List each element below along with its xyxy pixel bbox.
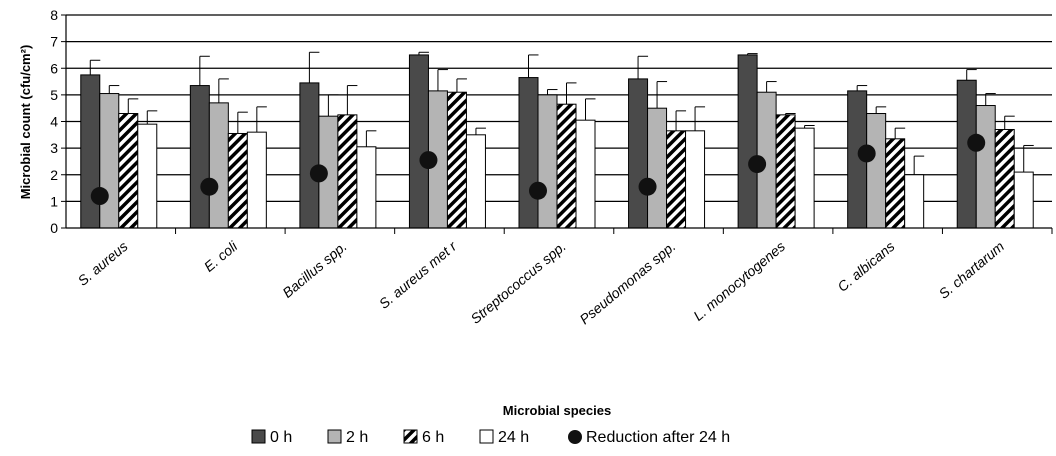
bars <box>80 51 1034 229</box>
bar-6-h-8 <box>885 138 906 229</box>
reduction-point-8 <box>857 144 876 163</box>
y-tick-label: 3 <box>50 140 58 156</box>
legend-swatch-6-h <box>403 429 418 444</box>
bar-0-h-3 <box>299 82 320 229</box>
legend-label: 0 h <box>270 429 292 446</box>
bar-24-h-9 <box>1013 171 1034 229</box>
legend-label: 6 h <box>422 429 444 446</box>
category-label: E. coli <box>201 237 241 274</box>
y-tick-label: 5 <box>50 87 58 103</box>
category-label: S. chartarum <box>935 238 1007 302</box>
bar-6-h-1 <box>118 113 139 229</box>
reduction-point-4 <box>419 151 438 170</box>
bar-6-h-7 <box>775 114 796 229</box>
bar-2-h-8 <box>866 113 887 229</box>
bar-24-h-8 <box>904 174 925 229</box>
y-tick-label: 1 <box>50 193 58 209</box>
category-label: Bacillus spp. <box>279 238 349 301</box>
bar-0-h-2 <box>189 85 210 229</box>
bar-0-h-7 <box>737 54 758 229</box>
bar-2-h-5 <box>537 94 558 229</box>
legend-label: 2 h <box>346 429 368 446</box>
legend-marker-reduction <box>568 430 582 444</box>
bar-6-h-2 <box>227 132 248 229</box>
legend-label: 24 h <box>498 429 529 446</box>
y-tick-label: 2 <box>50 167 58 183</box>
bar-6-h-6 <box>666 130 687 229</box>
reduction-point-2 <box>200 177 219 196</box>
bar-0-h-6 <box>628 78 649 229</box>
category-label: C. albicans <box>834 238 897 295</box>
bar-0-h-1 <box>80 74 101 229</box>
bar-6-h-9 <box>994 128 1015 229</box>
reduction-point-1 <box>90 187 109 206</box>
bar-6-h-3 <box>337 114 358 229</box>
bar-6-h-5 <box>556 103 577 229</box>
category-label: S. aureus <box>75 238 131 289</box>
bar-0-h-4 <box>408 54 429 229</box>
bar-6-h-4 <box>446 91 467 229</box>
category-label: Pseudomonas spp. <box>576 238 678 327</box>
x-axis-label: Microbial species <box>503 403 611 418</box>
bar-0-h-9 <box>956 79 977 229</box>
bar-2-h-6 <box>647 107 668 229</box>
reduction-point-9 <box>967 133 986 152</box>
reduction-point-6 <box>638 177 657 196</box>
category-label: Streptococcus spp. <box>467 238 568 327</box>
y-tick-label: 7 <box>50 34 58 50</box>
bar-24-h-6 <box>685 130 706 229</box>
legend-swatch-24-h <box>479 429 494 444</box>
bar-24-h-4 <box>465 134 486 229</box>
y-tick-label: 8 <box>50 7 58 23</box>
legend-label: Reduction after 24 h <box>586 429 730 446</box>
y-tick-label: 4 <box>50 114 58 130</box>
bar-24-h-7 <box>794 127 815 229</box>
category-label: L. monocytogenes <box>690 238 788 324</box>
bar-24-h-2 <box>246 131 267 229</box>
bar-24-h-3 <box>356 146 377 229</box>
y-axis-label: Microbial count (cfu/cm²) <box>18 45 33 200</box>
legend-swatch-0-h <box>251 429 266 444</box>
bar-24-h-5 <box>575 119 596 229</box>
reduction-point-5 <box>529 181 547 200</box>
bar-2-h-2 <box>208 102 229 229</box>
bar-2-h-9 <box>975 105 996 229</box>
bar-2-h-1 <box>99 93 120 229</box>
y-tick-label: 6 <box>50 60 58 76</box>
bar-0-h-5 <box>518 77 539 229</box>
category-label: S. aureus met r <box>376 237 461 312</box>
bar-24-h-1 <box>137 123 158 229</box>
reduction-point-3 <box>309 164 328 183</box>
legend: 0 h 2 h 6 h 24 h Reduction after 24 h <box>251 429 730 446</box>
legend-swatch-2-h <box>327 429 342 444</box>
reduction-point-7 <box>748 155 767 174</box>
y-tick-label: 0 <box>50 220 58 236</box>
